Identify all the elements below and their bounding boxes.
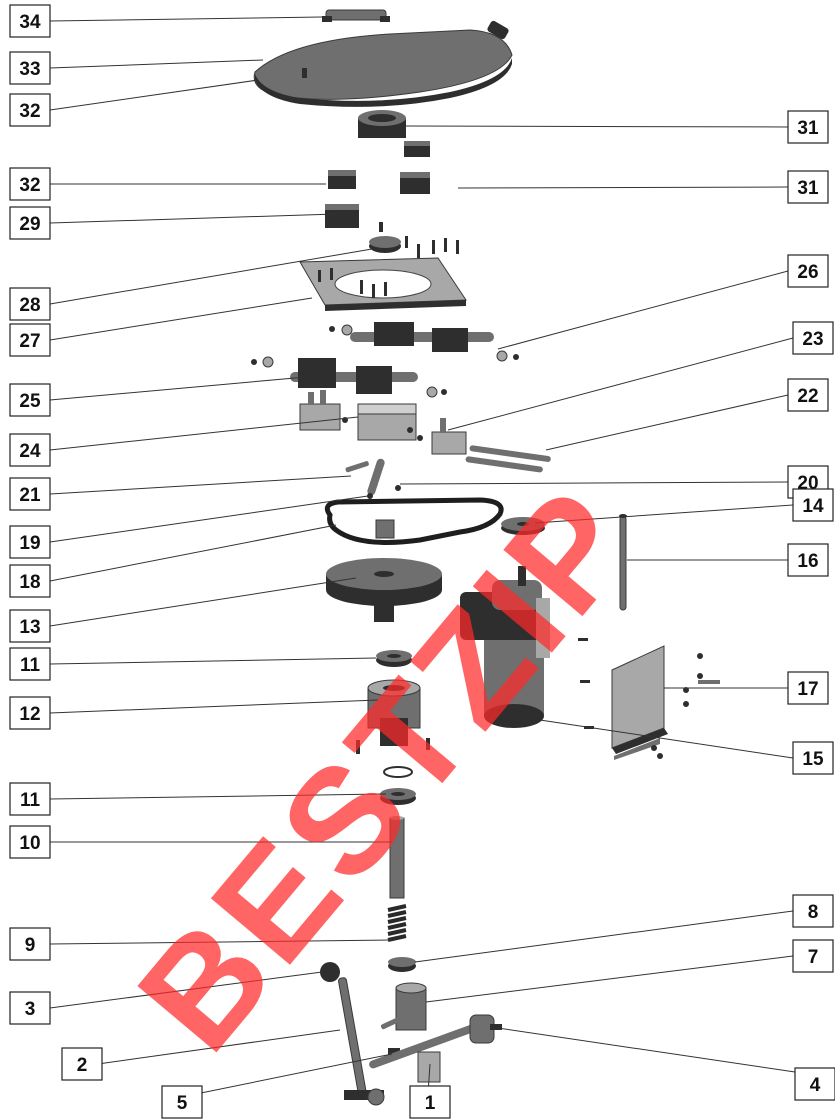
part-11-bearing-upper xyxy=(376,650,412,667)
callout-26-label: 26 xyxy=(797,262,818,283)
callout-29: 29 xyxy=(9,206,51,240)
callout-1: 1 xyxy=(409,1085,451,1119)
callout-34: 34 xyxy=(9,4,51,38)
part-pins xyxy=(345,458,401,499)
callout-31-mid: 31 xyxy=(787,170,829,204)
callout-32-top-label: 32 xyxy=(19,101,40,122)
callout-13-label: 13 xyxy=(19,617,40,638)
part-8-collar xyxy=(388,957,416,972)
part-11-bearing-lower xyxy=(380,788,416,805)
callout-23-label: 23 xyxy=(802,329,823,350)
callout-4-label: 4 xyxy=(810,1075,821,1096)
callout-15: 15 xyxy=(792,741,834,775)
callout-17-label: 17 xyxy=(797,679,818,700)
callout-18: 18 xyxy=(9,564,51,598)
part-24-carriage xyxy=(299,390,467,455)
callout-10: 10 xyxy=(9,825,51,859)
part-7-sleeve xyxy=(380,982,427,1031)
watermark-text: BESTZIP xyxy=(106,455,669,1080)
callout-8-label: 8 xyxy=(808,902,819,923)
callout-24-label: 24 xyxy=(19,441,41,462)
callout-31-top-label: 31 xyxy=(797,118,819,139)
callout-22-label: 22 xyxy=(797,386,818,407)
callout-27-label: 27 xyxy=(19,331,40,352)
part-18-belt xyxy=(324,497,504,545)
callout-11-upper-label: 11 xyxy=(20,655,41,676)
callout-26: 26 xyxy=(787,254,829,288)
part-25-rail xyxy=(251,356,447,398)
callout-12: 12 xyxy=(9,696,51,730)
part-12-housing xyxy=(356,679,430,778)
callout-19: 19 xyxy=(9,525,51,559)
callout-25: 25 xyxy=(9,383,51,417)
callout-14-label: 14 xyxy=(802,496,824,517)
part-28-hub xyxy=(369,222,459,258)
callout-16-label: 16 xyxy=(797,551,818,572)
callout-15-label: 15 xyxy=(802,749,824,770)
part-2-lever xyxy=(320,962,367,1095)
callout-31-mid-label: 31 xyxy=(797,178,819,199)
callout-31-top: 31 xyxy=(787,110,829,144)
part-27-plate xyxy=(299,257,467,311)
callout-34-label: 34 xyxy=(19,12,41,33)
callout-2: 2 xyxy=(61,1047,103,1081)
callout-11-lower-label: 11 xyxy=(20,790,41,811)
callout-33-label: 33 xyxy=(19,59,40,80)
callout-28: 28 xyxy=(9,287,51,321)
callout-11-upper: 11 xyxy=(9,647,51,681)
part-22-rods xyxy=(465,445,551,473)
part-10-shaft xyxy=(389,816,405,899)
callout-2-label: 2 xyxy=(77,1055,88,1076)
callout-16: 16 xyxy=(787,543,829,577)
callout-5-label: 5 xyxy=(177,1093,188,1114)
part-34-handle xyxy=(322,9,390,22)
callout-12-label: 12 xyxy=(19,704,40,725)
callout-5: 5 xyxy=(161,1085,203,1119)
part-drawings xyxy=(251,9,720,1106)
part-33-lid xyxy=(253,20,513,107)
callout-18-label: 18 xyxy=(19,572,40,593)
callout-23: 23 xyxy=(792,321,834,355)
callout-4: 4 xyxy=(794,1067,835,1101)
callout-29-label: 29 xyxy=(19,214,40,235)
callout-33: 33 xyxy=(9,51,51,85)
part-14-pulley xyxy=(501,517,545,535)
callout-32-mid: 32 xyxy=(9,167,51,201)
part-guide-blocks xyxy=(325,141,430,228)
part-31-ring xyxy=(358,110,406,138)
callout-22: 22 xyxy=(787,378,829,412)
part-15-motor xyxy=(460,566,594,729)
callout-32-mid-label: 32 xyxy=(19,175,40,196)
callout-11-lower: 11 xyxy=(9,782,51,816)
callout-9-label: 9 xyxy=(25,935,36,956)
part-base-shaft xyxy=(344,1014,502,1106)
callout-24: 24 xyxy=(9,433,51,467)
leader-lines xyxy=(49,16,796,1095)
callout-10-label: 10 xyxy=(19,833,40,854)
callout-14: 14 xyxy=(792,488,834,522)
callout-32-top: 32 xyxy=(9,93,51,127)
part-17-bracket xyxy=(611,645,720,760)
callout-8: 8 xyxy=(792,894,834,928)
callout-13: 13 xyxy=(9,609,51,643)
callout-19-label: 19 xyxy=(19,533,40,554)
callout-27: 27 xyxy=(9,323,51,357)
callout-25-label: 25 xyxy=(19,391,41,412)
callout-3: 3 xyxy=(9,991,51,1025)
callout-3-label: 3 xyxy=(25,999,36,1020)
callout-1-label: 1 xyxy=(425,1093,436,1114)
part-26-rail xyxy=(329,322,519,362)
callout-21-label: 21 xyxy=(19,485,41,506)
part-9-spring xyxy=(387,904,407,942)
callout-9: 9 xyxy=(9,927,51,961)
callout-17: 17 xyxy=(787,671,829,705)
callout-7-label: 7 xyxy=(808,947,819,968)
callout-28-label: 28 xyxy=(19,295,40,316)
callout-21: 21 xyxy=(9,477,51,511)
callout-7: 7 xyxy=(792,939,834,973)
